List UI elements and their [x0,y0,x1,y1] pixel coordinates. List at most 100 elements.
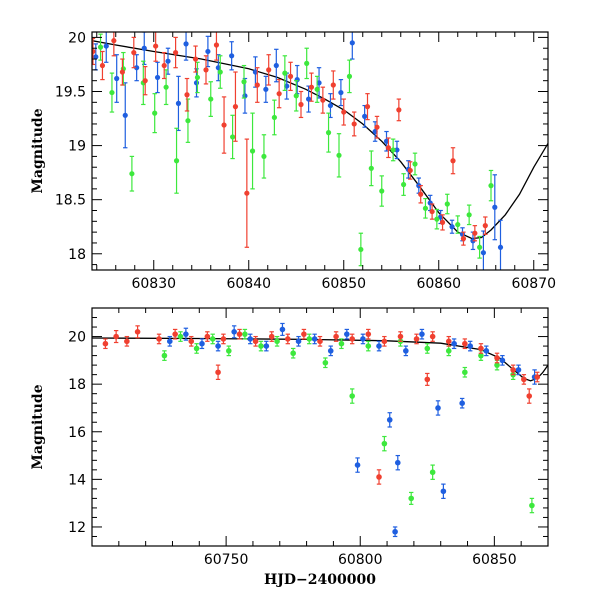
y-axis-title: Magnitude [30,384,46,469]
data-point [381,440,388,447]
data-point [376,343,382,349]
data-point [276,91,282,97]
data-point [472,230,478,236]
data-point [153,43,159,49]
data-point [93,54,99,60]
y-tick-label: 19.5 [55,85,86,101]
data-point [488,183,494,189]
data-point [154,74,161,81]
data-point [510,367,516,373]
model-curve [92,40,548,240]
data-point [152,110,158,116]
x-tick-label: 60800 [338,552,383,568]
data-point [401,181,407,188]
data-point [263,86,269,92]
data-point [478,352,484,359]
data-point [349,40,355,46]
data-point [412,161,418,167]
top-frame [91,31,549,271]
data-point [244,190,250,196]
data-point [311,336,318,342]
data-point [327,102,334,109]
data-point [193,80,200,86]
data-point [226,348,232,354]
data-point [336,152,342,158]
data-point [111,38,117,44]
data-point [397,333,404,340]
data-point [360,336,366,342]
data-point [298,101,304,108]
data-point [354,462,361,468]
data-point [374,124,380,130]
data-point [241,79,247,85]
data-point [394,459,401,466]
x-axis-title: HJD−2400000 [264,572,376,588]
data-point [99,62,106,69]
data-point [419,331,425,337]
data-point [258,343,264,349]
data-point [365,331,372,337]
x-tick-label: 60850 [472,552,517,568]
data-point [173,49,179,56]
data-point [333,333,339,340]
data-point [368,165,374,171]
data-point [386,417,393,423]
data-point [92,48,96,55]
data-point [268,333,275,340]
data-point [188,338,195,345]
data-point [424,376,431,383]
data-point [131,49,137,56]
top-panel: 60830 60840 60850 60860 60870 18 18.5 19 19.5 20 M… [30,30,556,292]
data-point [403,348,409,354]
data-point [113,333,119,340]
data-point [287,73,294,79]
y-axis-title: Magnitude [30,108,46,193]
data-point [529,502,535,509]
data-point [274,338,280,345]
data-point [308,84,315,90]
data-point [478,345,484,352]
data-point [338,89,344,96]
data-point [249,148,256,154]
data-point [449,224,455,230]
data-point [122,112,128,118]
data-point [396,107,402,113]
data-point [217,69,223,75]
data-point [424,345,431,352]
data-point [124,338,130,345]
data-point [266,67,272,73]
data-point [306,336,313,342]
data-point [215,343,221,349]
top-plot-area [92,32,548,270]
data-point [320,97,326,103]
data-point [306,96,312,102]
y-tick-label: 12 [68,520,86,536]
data-point [390,147,396,153]
data-point [330,82,336,88]
data-point [521,376,527,383]
data-point [445,348,452,354]
data-point [338,340,345,347]
data-point [392,528,398,535]
data-point [205,48,211,55]
data-point [184,92,190,98]
y-tick-label: 16 [68,425,86,441]
data-point [263,343,270,349]
data-point [185,118,191,124]
data-point [163,84,169,90]
data-point [459,400,465,407]
data-point [385,145,391,151]
data-point [230,134,236,140]
data-point [177,333,184,340]
data-point [455,221,461,228]
data-point [483,348,490,354]
data-point [102,340,109,347]
data-point [209,336,216,342]
y-tick-label: 18.5 [55,193,86,209]
data-point [418,191,424,197]
data-point [362,113,368,119]
data-point [408,495,415,502]
data-point [119,69,125,75]
data-point [477,244,483,250]
